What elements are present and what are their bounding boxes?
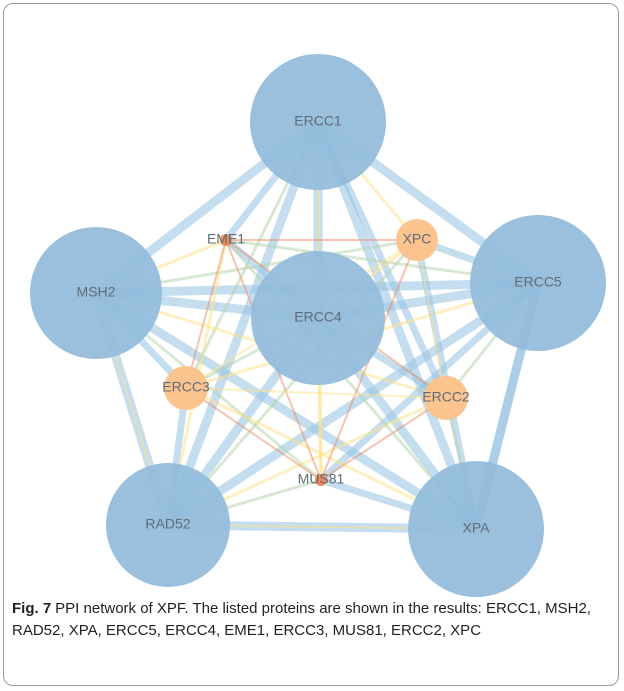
caption: Fig. 7 PPI network of XPF. The listed pro… — [12, 598, 616, 642]
node — [250, 54, 386, 190]
edge — [163, 120, 323, 527]
node-label: XPC — [403, 231, 432, 247]
edge — [185, 387, 322, 481]
edge — [185, 239, 227, 389]
figure-frame — [3, 3, 619, 686]
edge — [93, 289, 479, 533]
edge — [165, 279, 541, 529]
node-label: ERCC4 — [294, 309, 342, 325]
node-label: MUS81 — [298, 471, 345, 487]
edge — [320, 397, 447, 481]
node — [315, 474, 327, 486]
node — [106, 463, 230, 587]
caption-text: PPI network of XPF. The listed proteins … — [12, 600, 591, 639]
node-label: ERCC1 — [294, 113, 342, 129]
node-label: ERCC2 — [422, 389, 470, 405]
node — [251, 251, 385, 385]
caption-label: Fig. 7 — [12, 600, 52, 617]
node — [424, 376, 468, 420]
node — [30, 227, 162, 359]
node-label: RAD52 — [145, 516, 190, 532]
node-label: ERCC3 — [162, 379, 210, 395]
node — [408, 461, 544, 597]
edge — [185, 387, 447, 399]
network: ERCC1 MSH2 ERCC5 ERCC4 RAD52 XPA EME1 XPC ERCC3 E… — [30, 54, 606, 597]
node-label: EME1 — [207, 231, 245, 247]
node — [470, 215, 606, 351]
node — [396, 219, 438, 261]
node-label: MSH2 — [77, 284, 116, 300]
node — [164, 366, 208, 410]
edge — [416, 239, 447, 399]
node-label: ERCC5 — [514, 274, 562, 290]
node — [220, 234, 232, 246]
node-label: XPA — [463, 520, 491, 536]
